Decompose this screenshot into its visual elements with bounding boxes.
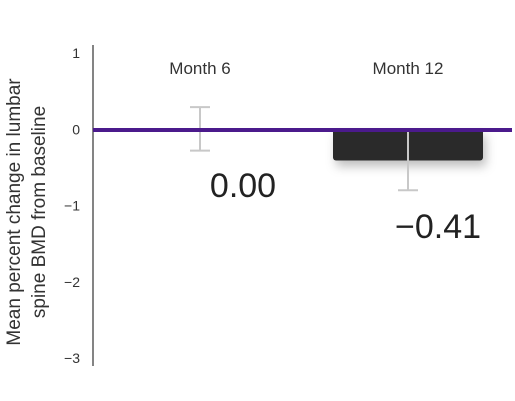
y-tick-label: −1 (64, 198, 80, 214)
y-tick-label: −3 (64, 350, 80, 366)
y-tick-label: 1 (72, 45, 80, 61)
y-tick-label: −2 (64, 274, 80, 290)
category-label: Month 12 (373, 59, 444, 78)
y-tick-label: 0 (72, 121, 80, 137)
data-label: −0.41 (395, 208, 481, 246)
y-axis-label-line-1: Mean percent change in lumbar (4, 78, 25, 346)
y-axis-label-line-2: spine BMD from baseline (29, 106, 50, 318)
category-label: Month 6 (169, 59, 230, 78)
data-label: 0.00 (210, 167, 276, 205)
